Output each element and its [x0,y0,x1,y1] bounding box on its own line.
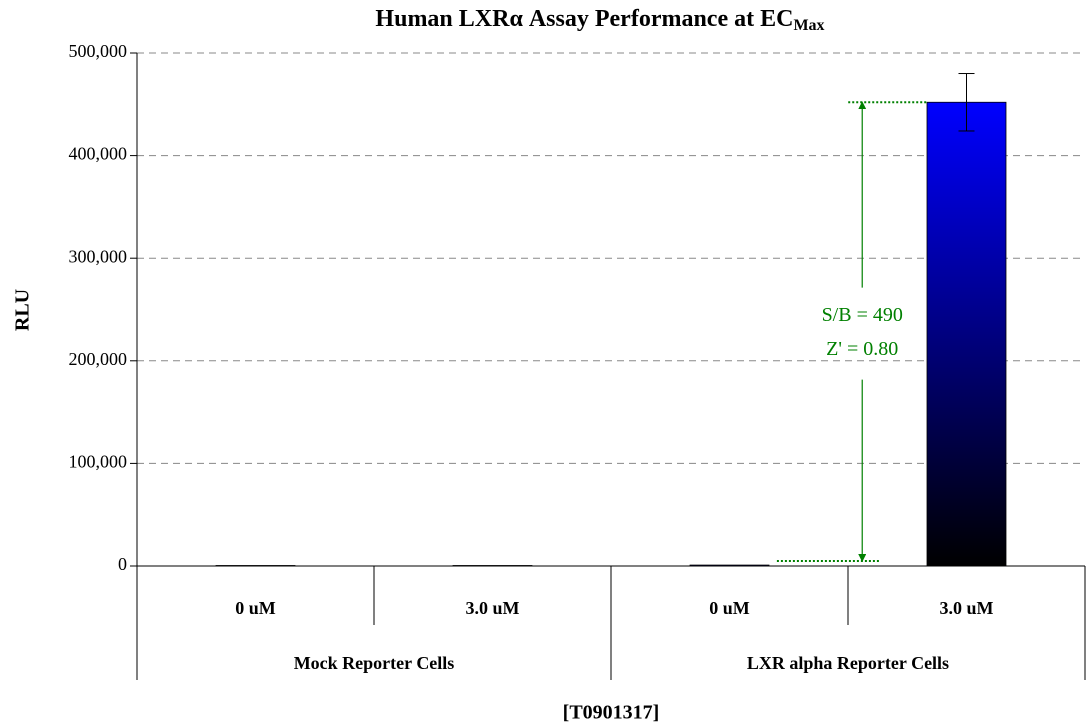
bar [926,101,1007,567]
y-axis-label: RLU [12,289,34,331]
group-label: LXR alpha Reporter Cells [747,653,949,673]
y-tick-label: 0 [118,554,127,574]
y-tick-label: 100,000 [69,452,128,472]
annotation: Z' = 0.80 [826,338,898,360]
annotation: S/B = 490 [822,304,903,326]
x-tick-label: 0 uM [235,598,276,618]
y-tick-label: 500,000 [69,41,128,61]
y-tick-label: 200,000 [69,349,128,369]
x-tick-label: 3.0 uM [466,598,520,618]
title-subscript: Max [793,17,824,34]
x-axis-label: [T0901317] [563,702,660,724]
y-tick-label: 400,000 [69,144,128,164]
bar [452,565,533,567]
title-main: Human LXRα Assay Performance at EC [375,6,793,32]
x-tick-label: 3.0 uM [940,598,994,618]
y-tick-label: 300,000 [69,246,128,266]
bar [689,564,770,567]
group-label: Mock Reporter Cells [294,653,455,673]
bar [215,565,296,567]
x-tick-label: 0 uM [709,598,750,618]
chart-title: Human LXRα Assay Performance at ECMax [375,6,824,34]
